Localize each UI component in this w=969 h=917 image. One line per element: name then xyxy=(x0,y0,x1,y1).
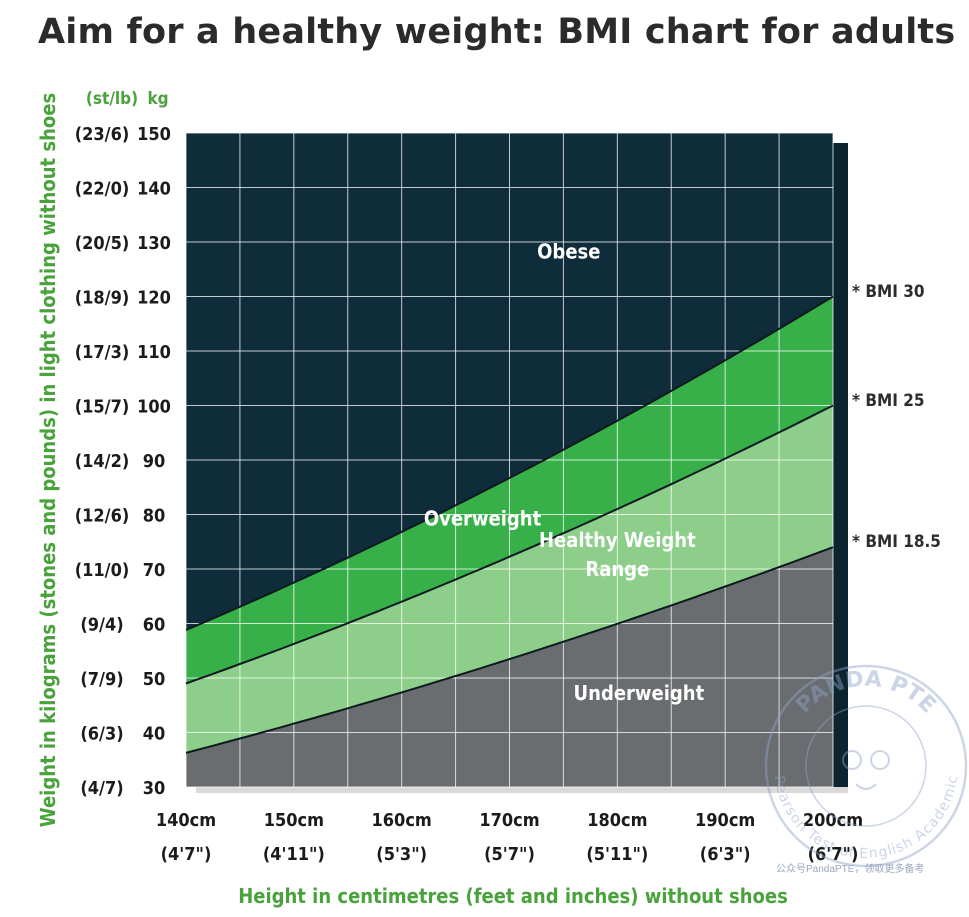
bmi-18-5-line xyxy=(185,546,834,754)
y-tick-kg: 120 xyxy=(137,288,171,309)
bmi-series-labels: * BMI 30 * BMI 25 * BMI 18.5 xyxy=(852,282,941,552)
series-label-bmi: * BMI 25 xyxy=(852,391,924,411)
y-axis-ticks: (st/lb) kg (23/6) 150 (22/0) 140 (20/5) 130 (18/… xyxy=(75,89,171,799)
y-tick-stlb: (12/6) xyxy=(75,506,130,527)
y-unit-header-stlb: (st/lb) xyxy=(86,89,138,109)
stamp-outer-ring xyxy=(764,664,968,868)
y-axis-label: Weight in kilograms (stones and pounds) … xyxy=(36,93,60,827)
y-tick-kg: 70 xyxy=(143,560,166,581)
region-label-overweight: Overweight xyxy=(424,506,542,530)
x-tick-cm: 190cm xyxy=(695,810,755,831)
y-tick-kg: 110 xyxy=(137,342,171,363)
y-tick-stlb: (23/6) xyxy=(75,124,130,145)
x-tick-ftin: (4'7") xyxy=(161,844,212,865)
x-tick-ftin: (6'3") xyxy=(700,844,751,865)
x-tick-cm: 200cm xyxy=(803,810,863,831)
series-label-bmi: * BMI 30 xyxy=(852,282,924,302)
x-tick-ftin: (5'7") xyxy=(484,844,535,865)
y-tick-kg: 40 xyxy=(143,724,166,745)
chart-title: Aim for a healthy weight: BMI chart for … xyxy=(38,12,956,52)
y-tick-stlb: (18/9) xyxy=(75,288,130,309)
y-tick-kg: 50 xyxy=(143,669,166,690)
x-tick-cm: 180cm xyxy=(587,810,647,831)
panda-eye-icon xyxy=(870,750,890,770)
panda-eye-icon xyxy=(842,750,862,770)
y-tick-stlb: (6/3) xyxy=(80,724,123,745)
y-tick-stlb: (7/9) xyxy=(80,669,123,690)
panda-mouth-icon xyxy=(855,783,877,790)
y-tick-kg: 100 xyxy=(137,397,171,418)
x-tick-cm: 140cm xyxy=(156,810,216,831)
y-tick-kg: 130 xyxy=(137,233,171,254)
bmi-30-line xyxy=(185,295,834,631)
y-tick-kg: 140 xyxy=(137,179,171,200)
region-label-underweight: Underweight xyxy=(574,681,705,705)
y-unit-header-kg: kg xyxy=(147,89,168,109)
bmi-regions xyxy=(186,133,848,793)
y-tick-kg: 30 xyxy=(143,778,166,799)
bmi-lines xyxy=(185,295,834,754)
y-tick-stlb: (15/7) xyxy=(75,397,130,418)
x-tick-ftin: (4'11") xyxy=(263,844,325,865)
x-axis-label: Height in centimetres (feet and inches) … xyxy=(238,884,788,908)
plot-bottom-shadow xyxy=(196,787,848,793)
x-tick-cm: 150cm xyxy=(264,810,324,831)
x-tick-ftin: (5'11") xyxy=(586,844,648,865)
chart-grid xyxy=(185,132,834,788)
x-tick-cm: 170cm xyxy=(479,810,539,831)
watermark-caption: 公众号PandaPTE，领取更多备考 xyxy=(776,864,925,875)
stamp-inner-ring xyxy=(805,705,927,827)
region-label-healthy: Range xyxy=(585,557,649,581)
y-tick-kg: 80 xyxy=(143,506,166,527)
x-tick-ftin: (5'3") xyxy=(376,844,427,865)
plot-panel-shadow xyxy=(833,143,848,787)
y-tick-stlb: (20/5) xyxy=(75,233,130,254)
y-tick-stlb: (11/0) xyxy=(75,560,130,581)
x-tick-cm: 160cm xyxy=(372,810,432,831)
axis-labels: Height in centimetres (feet and inches) … xyxy=(36,93,788,908)
region-label-obese: Obese xyxy=(537,239,600,263)
y-tick-kg: 90 xyxy=(143,451,166,472)
series-label-bmi: * BMI 18.5 xyxy=(852,532,941,552)
region-label-healthy: Healthy Weight xyxy=(539,528,696,552)
y-tick-stlb: (17/3) xyxy=(75,342,130,363)
y-tick-stlb: (9/4) xyxy=(80,615,123,636)
bmi-25-line xyxy=(185,404,834,685)
y-tick-kg: 60 xyxy=(143,615,166,636)
y-tick-stlb: (14/2) xyxy=(75,451,130,472)
y-tick-stlb: (4/7) xyxy=(80,778,123,799)
x-axis-ticks: 140cm (4'7") 150cm (4'11") 160cm (5'3") 170cm (… xyxy=(156,810,863,865)
y-tick-stlb: (22/0) xyxy=(75,179,130,200)
y-tick-kg: 150 xyxy=(137,124,171,145)
x-tick-ftin: (6'7") xyxy=(808,844,859,865)
